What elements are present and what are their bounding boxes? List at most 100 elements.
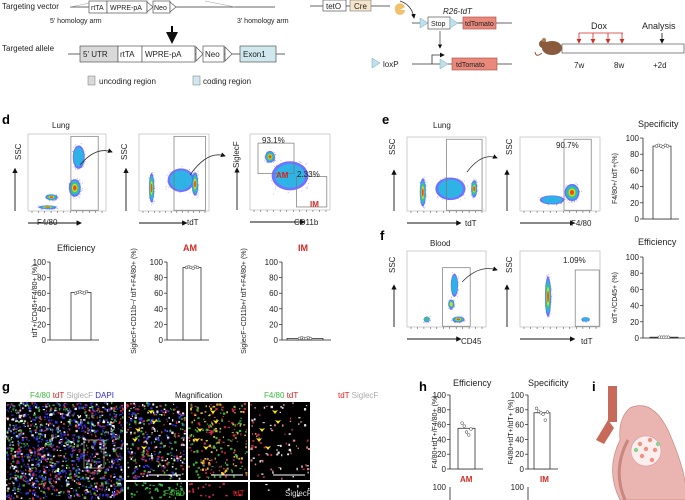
bottom-label-f480: F4/80 [164,489,185,498]
y-tick-label: 60 [269,289,278,298]
chart-title: IM [298,243,308,253]
y-tick-label: 20 [515,450,524,459]
bottom-label-tdt: tdT [233,489,245,498]
arrowhead-icon [213,420,219,424]
y-tick-label: 100 [433,483,447,492]
data-point [469,427,473,431]
flow-plot-d2 [123,133,226,226]
arrowhead-icon [203,446,209,450]
arrowhead-icon [194,438,200,442]
arrowhead-icon [132,438,138,442]
tdtomato-box-recombined: tdTomato [456,62,485,69]
tick-8w: 8w [614,61,624,70]
y-tick-label: 40 [437,435,446,444]
panel-label-i: i [592,379,596,394]
data-point [541,412,545,416]
data-point [308,336,313,341]
cre-lox-schematic: tetO Cre R26-tdT Stop tdTomato loxP tdTo… [310,0,512,71]
y-tick-label: 0 [635,334,640,343]
y-axis-label: F4/80+tdT+/tdT+ (%) [508,399,515,464]
chart-title: Efficiency [57,243,96,253]
panel-g-title: F4/80 tdT SiglecF DAPI [30,391,114,400]
tick-7w: 7w [574,61,584,70]
y-tick-label: 0 [159,336,164,345]
magnification-title: Magnification [175,391,222,400]
y-tick-label: 80 [154,274,163,283]
cell-icon [633,447,639,453]
micrograph-panel [126,482,186,500]
bar [182,267,202,341]
legend-coding: coding region [203,77,251,86]
y-tick-label: 60 [154,289,163,298]
targeted-allele-label: Targeted allele [2,44,55,53]
cell-icon [652,447,658,453]
ylabel-f2: SSC [505,256,514,273]
y-axis-label: SiglecF−CD11b+/ tdT+F4/80+ (%) [241,248,248,354]
arrowhead-icon [256,438,262,442]
y-tick-label: 0 [42,336,47,345]
bar-chart-f-eff: Efficiency 0 20 40 60 80 100 tdT+/CD45+ (%) [612,237,685,343]
gate-am-percent: 93.1% [262,136,285,145]
y-tick-label: 40 [154,305,163,314]
data-point [467,433,471,437]
bottom-label-siglecf: SiglecF [285,489,312,498]
homology-3: 3' homology arm [237,18,289,25]
y-tick-label: 100 [626,134,640,143]
cre-box: Cre [354,2,367,11]
panel-d-title: Lung [52,121,70,130]
panel-g-col2-title: F4/80 tdT [264,391,298,400]
bar [652,145,672,220]
arrowhead-icon [275,420,281,424]
box-rttA: rtTA [91,5,104,12]
y-tick-label: 80 [437,406,446,415]
y-tick-label: 60 [630,285,639,294]
y-axis-label: F4/80+tdT+/F4/80+ (%) [432,396,439,469]
xlabel-e1: tdT [465,219,477,228]
gate-im-percent: 2.33% [297,170,320,179]
ylabel-d2: SSC [120,143,129,160]
box-wpre-pa: WPRE-pA [145,50,182,59]
targeting-construct: Targeting vector rtTA WPRE-pA Neo 5' hom… [2,0,289,86]
flow-plot-f1 [391,250,498,342]
cell-icon [649,457,655,463]
xlabel-f2: tdT [581,337,593,346]
data-point [545,410,550,414]
box-wpre: WPRE-pA [110,5,142,12]
y-tick-label: 80 [37,274,46,283]
y-tick-label: 20 [437,450,446,459]
y-tick-label: 100 [511,391,525,400]
arrowhead-icon [197,428,203,432]
gate-f-percent: 1.09% [563,256,586,265]
data-point [464,430,469,434]
box-neo: Neo [154,5,167,12]
flow-plot-d3 [234,133,331,225]
dox-label: Dox [591,21,608,31]
panel-g-col3-title: tdT SiglecF [338,391,378,400]
y-tick-label: 80 [630,269,639,278]
y-tick-label: 20 [630,199,639,208]
box-rtta: rtTA [120,50,135,59]
bar-chart-d-im: IM 0 20 40 60 80 100 SiglecF−CD11b+/ tdT+F4/80+… [241,243,331,354]
data-point [195,265,200,270]
arrowhead-icon [151,420,157,424]
y-tick-label: 20 [37,320,46,329]
panel-label-f: f [380,228,385,243]
box-exon1: Exon1 [243,50,266,59]
flow-plot-d1 [12,133,113,226]
data-point [666,335,671,339]
arrowhead-icon [272,410,278,414]
chart-title: AM [183,243,197,253]
y-tick-label: 60 [437,421,446,430]
arrowhead-icon [141,446,147,450]
bar-chart-h-eff: Efficiency 0 20 40 60 80 100F4/80+tdT+/F4/80+ … [432,378,492,474]
y-tick-label: 100 [433,391,447,400]
data-point [534,406,539,410]
data-point [537,409,541,413]
cre-enzyme-icon [394,3,405,16]
h-am-label: AM [460,475,473,484]
ylabel-d3: SiglecF [232,141,241,168]
cell-icon [643,446,649,452]
y-tick-label: 60 [515,421,524,430]
